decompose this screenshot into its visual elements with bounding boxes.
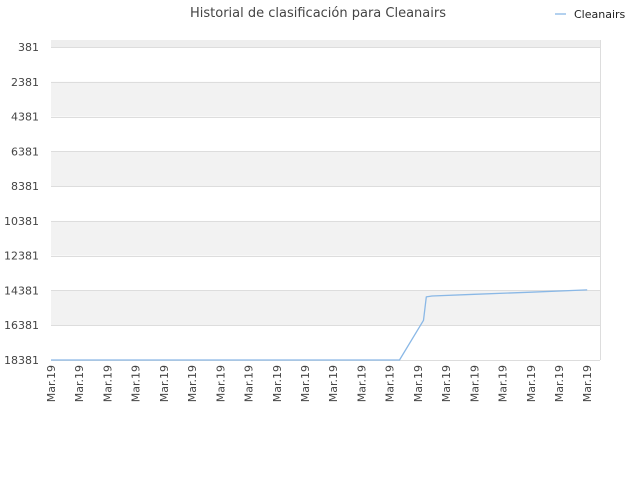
series-layer [51,289,588,361]
x-tick-label: Mar.19 [525,365,538,402]
y-tick-label: 14381 [4,284,39,297]
plot-top-strip [51,40,600,47]
x-tick-label: Mar.19 [553,365,566,402]
x-tick-label: Mar.19 [299,365,312,402]
x-tick-label: Mar.19 [384,365,397,402]
plot-band [51,290,600,326]
x-tick-label: Mar.19 [45,365,58,402]
x-tick-label: Mar.19 [327,365,340,402]
plot-band [51,220,600,256]
y-tick-label: 6381 [11,145,39,158]
y-tick-label: 18381 [4,354,39,367]
plot-band [51,325,600,360]
y-axis: 381 2381 4381 6381 8381 10381 12381 14381 16381 1… [4,41,39,367]
y-tick-label: 10381 [4,215,39,228]
y-tick-label: 4381 [11,111,39,124]
x-tick-label: Mar.19 [101,365,114,402]
x-tick-label: Mar.19 [355,365,368,402]
x-tick-label: Mar.19 [158,365,171,402]
x-tick-label: Mar.19 [412,365,425,402]
plot-band [51,47,600,82]
y-tick-label: 8381 [11,180,39,193]
plot-band [51,116,600,152]
x-tick-label: Mar.19 [214,365,227,402]
x-tick-label: Mar.19 [468,365,481,402]
y-tick-label: 16381 [4,319,39,332]
chart-title: Historial de clasificación para Cleanair… [190,6,446,21]
x-axis: Mar.19 Mar.19 Mar.19 Mar.19 Mar.19 Mar.19 Mar.… [45,365,594,402]
x-tick-label: Mar.19 [497,365,510,402]
y-tick-label: 381 [18,41,39,54]
plot-band [51,81,600,117]
x-tick-label: Mar.19 [271,365,284,402]
legend: Cleanairs [555,8,626,21]
legend-label: Cleanairs [574,8,626,21]
plot-bands [51,40,600,360]
series-line-cleanairs [51,289,588,361]
x-tick-label: Mar.19 [243,365,256,402]
plot-band [51,151,600,187]
x-tick-label: Mar.19 [186,365,199,402]
x-tick-label: Mar.19 [581,365,594,402]
y-tick-label: 2381 [11,76,39,89]
y-tick-label: 12381 [4,250,39,263]
x-tick-label: Mar.19 [73,365,86,402]
x-tick-label: Mar.19 [130,365,143,402]
plot-band [51,255,600,291]
x-tick-label: Mar.19 [440,365,453,402]
plot-band [51,186,600,221]
